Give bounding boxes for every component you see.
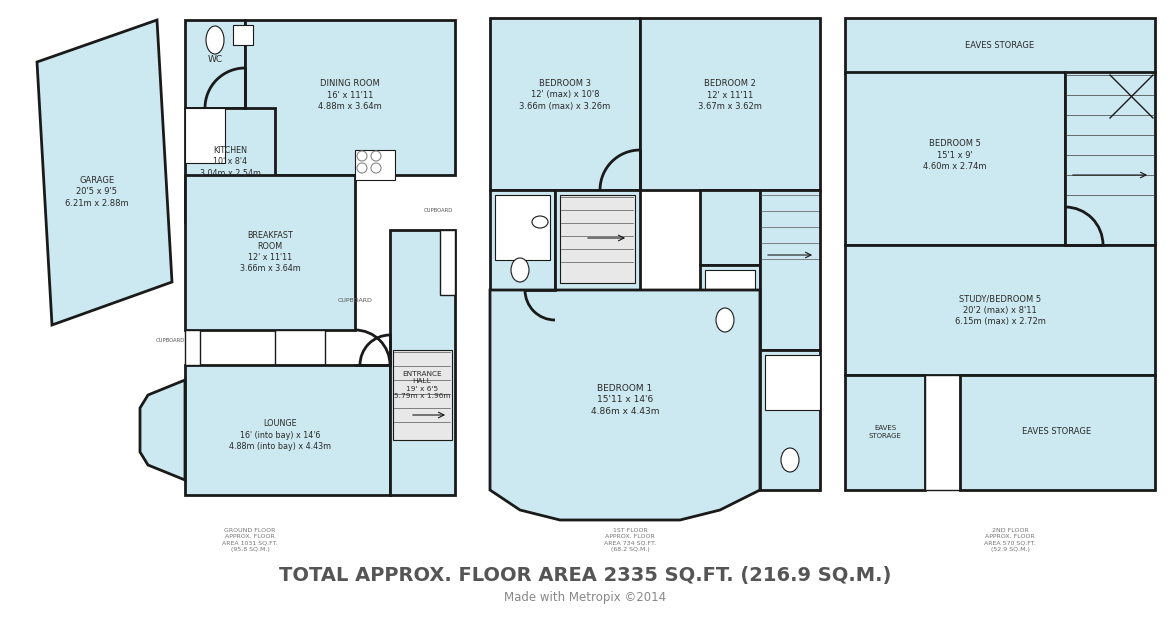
Text: 1ST FLOOR
APPROX. FLOOR
AREA 734 SQ.FT.
(68.2 SQ.M.): 1ST FLOOR APPROX. FLOOR AREA 734 SQ.FT. …	[604, 528, 656, 552]
Bar	[700, 265, 760, 350]
Text: BEDROOM 2
12' x 11'11
3.67m x 3.62m: BEDROOM 2 12' x 11'11 3.67m x 3.62m	[698, 80, 762, 111]
Text: BEDROOM 5
15'1 x 9'
4.60m x 2.74m: BEDROOM 5 15'1 x 9' 4.60m x 2.74m	[923, 139, 986, 170]
Text: BREAKFAST
ROOM
12' x 11'11
3.66m x 3.64m: BREAKFAST ROOM 12' x 11'11 3.66m x 3.64m	[240, 231, 301, 273]
Text: CUPBOARD: CUPBOARD	[156, 338, 185, 343]
Bar	[706, 270, 755, 320]
Bar	[185, 108, 225, 163]
Bar	[185, 175, 355, 330]
Bar	[765, 355, 820, 410]
Bar	[185, 20, 245, 108]
Bar	[760, 350, 820, 490]
Text: BEDROOM 1
15'11 x 14'6
4.86m x 4.43m: BEDROOM 1 15'11 x 14'6 4.86m x 4.43m	[591, 384, 659, 415]
Bar	[845, 375, 925, 490]
Bar	[490, 190, 555, 295]
Circle shape	[371, 163, 381, 173]
Bar	[393, 350, 452, 440]
Text: EAVES STORAGE: EAVES STORAGE	[965, 40, 1034, 50]
Bar	[560, 195, 635, 283]
Text: GARAGE
20'5 x 9'5
6.21m x 2.88m: GARAGE 20'5 x 9'5 6.21m x 2.88m	[66, 177, 129, 208]
Bar	[185, 330, 200, 365]
Bar	[700, 190, 760, 265]
Bar	[925, 375, 961, 490]
Circle shape	[357, 163, 367, 173]
Bar	[845, 72, 1065, 245]
Bar	[275, 330, 325, 365]
Text: DINING ROOM
16' x 11'11
4.88m x 3.64m: DINING ROOM 16' x 11'11 4.88m x 3.64m	[318, 80, 381, 111]
Bar	[185, 365, 390, 495]
Bar	[555, 190, 640, 290]
Text: 2ND FLOOR
APPROX. FLOOR
AREA 570 SQ.FT.
(52.9 SQ.M.): 2ND FLOOR APPROX. FLOOR AREA 570 SQ.FT. …	[984, 528, 1035, 552]
Text: STUDY/BEDROOM 5
20'2 (max) x 8'11
6.15m (max) x 2.72m: STUDY/BEDROOM 5 20'2 (max) x 8'11 6.15m …	[955, 294, 1046, 325]
Polygon shape	[140, 380, 185, 480]
Text: TOTAL APPROX. FLOOR AREA 2335 SQ.FT. (216.9 SQ.M.): TOTAL APPROX. FLOOR AREA 2335 SQ.FT. (21…	[278, 565, 892, 585]
Text: WC: WC	[207, 55, 222, 65]
Bar	[390, 230, 455, 495]
Text: KITCHEN
10' x 8'4
3.04m x 2.54m: KITCHEN 10' x 8'4 3.04m x 2.54m	[200, 146, 261, 178]
Text: GROUND FLOOR
APPROX. FLOOR
AREA 1031 SQ.FT.
(95.8 SQ.M.): GROUND FLOOR APPROX. FLOOR AREA 1031 SQ.…	[222, 528, 278, 552]
Ellipse shape	[206, 26, 223, 54]
Ellipse shape	[716, 308, 734, 332]
Bar	[845, 245, 1155, 375]
Text: EAVES
STORAGE: EAVES STORAGE	[868, 425, 901, 439]
Bar	[355, 150, 395, 180]
Text: ENTRANCE
HALL
19' x 6'5
5.79m x 1.96m: ENTRANCE HALL 19' x 6'5 5.79m x 1.96m	[393, 371, 450, 399]
Bar	[233, 25, 253, 45]
Bar	[1065, 72, 1155, 245]
Polygon shape	[37, 20, 172, 325]
Ellipse shape	[511, 258, 529, 282]
Bar	[760, 190, 820, 350]
Text: LOUNGE
16' (into bay) x 14'6
4.88m (into bay) x 4.43m: LOUNGE 16' (into bay) x 14'6 4.88m (into…	[229, 419, 331, 450]
Text: CUPBOARD: CUPBOARD	[338, 297, 372, 302]
Bar	[440, 230, 455, 295]
Bar	[845, 18, 1155, 73]
Circle shape	[357, 151, 367, 161]
Bar	[495, 195, 550, 260]
Bar	[185, 108, 275, 222]
Text: BEDROOM 3
12' (max) x 10'8
3.66m (max) x 3.26m: BEDROOM 3 12' (max) x 10'8 3.66m (max) x…	[519, 80, 611, 111]
Ellipse shape	[782, 448, 799, 472]
Circle shape	[371, 151, 381, 161]
Text: CUPBOARD: CUPBOARD	[424, 208, 453, 213]
Ellipse shape	[532, 216, 548, 228]
Bar	[961, 375, 1155, 490]
Polygon shape	[490, 290, 760, 520]
Bar	[245, 20, 455, 175]
Bar	[640, 18, 820, 190]
Text: EAVES STORAGE: EAVES STORAGE	[1023, 427, 1092, 437]
Text: Made with Metropix ©2014: Made with Metropix ©2014	[504, 592, 666, 605]
Bar	[490, 18, 640, 190]
